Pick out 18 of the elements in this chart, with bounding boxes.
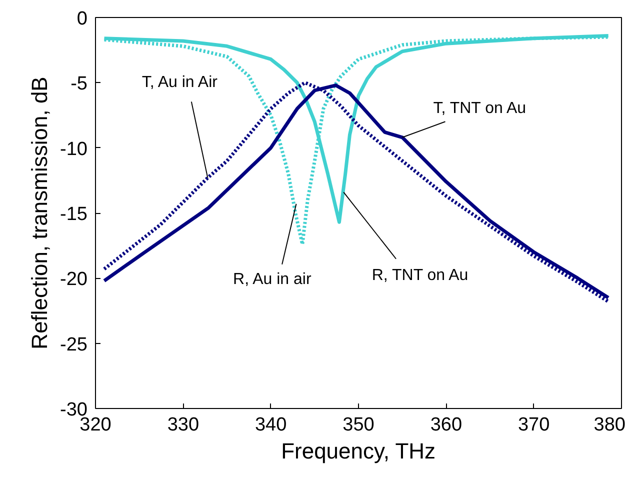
y-tick-label: 0 (76, 8, 88, 30)
x-tick-label: 360 (430, 414, 462, 436)
x-tick-label: 340 (254, 414, 287, 436)
x-tick-label: 380 (594, 414, 625, 436)
x-axis-title: Frequency, THz (281, 438, 436, 464)
y-tick-label: -5 (70, 74, 88, 95)
annotation: R, TNT on Au (372, 267, 468, 284)
y-tick-label: -10 (60, 138, 88, 160)
y-tick-label: -20 (60, 269, 88, 290)
x-tick-label: 350 (342, 414, 374, 436)
y-axis-title: Reflection, transmission, dB (27, 76, 52, 350)
annotation: T, Au in Air (142, 74, 218, 92)
x-tick-label: 330 (167, 414, 200, 436)
y-tick-label: -25 (60, 334, 88, 356)
annotation: R, Au in air (233, 270, 312, 288)
x-tick-label: 370 (518, 414, 550, 436)
y-tick-label: -15 (60, 204, 88, 225)
annotation: T, TNT on Au (433, 100, 526, 118)
